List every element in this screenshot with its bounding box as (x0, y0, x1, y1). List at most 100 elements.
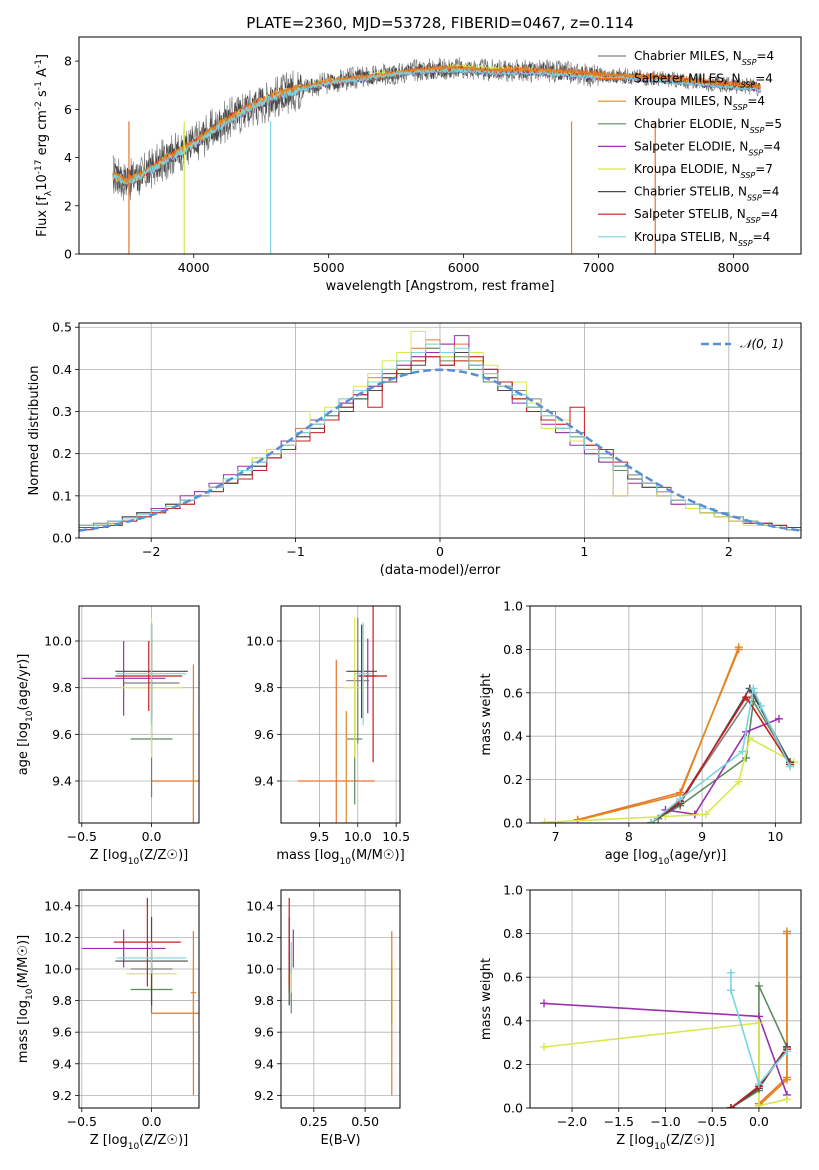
label-part: 10 (340, 857, 352, 867)
legend-label: 𝒩(0, 1) (740, 337, 784, 351)
legend-sub: SSP (741, 171, 756, 180)
y-tick-label: 6 (64, 102, 72, 117)
y-tick-label: 0.2 (503, 772, 523, 787)
y-tick-label: 10.0 (44, 634, 72, 649)
weight-marker (540, 1042, 549, 1051)
legend-nssp: =4 (763, 139, 781, 153)
x-tick-label: 8000 (718, 260, 750, 275)
legend-sub: SSP (750, 125, 765, 134)
z-mass-plot-area (81, 897, 199, 1096)
weight-marker (540, 999, 549, 1008)
weight-marker (734, 777, 743, 786)
weight-marker (786, 762, 795, 771)
legend-nssp: =4 (747, 94, 765, 108)
x-axis-label: mass [log10(M/M☉)] (276, 848, 404, 867)
spectrum-line (112, 57, 761, 201)
y-tick-label: 9.2 (254, 1088, 274, 1103)
legend-label: Salpeter ELODIE, NSSP=4 (634, 139, 781, 157)
label-part: -2 (34, 101, 44, 110)
x-tick-label: −0.5 (67, 829, 97, 844)
legend-sub: SSP (733, 103, 748, 112)
spectrum-frame (78, 36, 802, 255)
weight-line (544, 737, 795, 823)
weight-marker (782, 927, 791, 936)
label-part: s (35, 90, 50, 101)
x-tick-label: 0.0 (749, 1114, 769, 1129)
label-part: mass [ (276, 848, 319, 863)
z-age-frame (78, 605, 200, 824)
x-tick-label: 5000 (313, 260, 345, 275)
label-part: (age/yr)] (16, 654, 31, 711)
y-tick-label: 9.6 (254, 1025, 274, 1040)
label-part: Z [ (90, 848, 108, 863)
weight-marker (782, 1047, 791, 1056)
age-weight-plot-area (540, 643, 798, 823)
legend-sub: SSP (746, 216, 761, 225)
y-tick-label: 2 (64, 198, 72, 213)
label-part: (M/M☉)] (351, 848, 405, 863)
weight-line (543, 1022, 788, 1107)
legend-sub: SSP (748, 148, 763, 157)
label-part: erg cm (35, 110, 50, 159)
label-part: -1 (34, 81, 44, 90)
y-tick-label: 0.2 (503, 1057, 523, 1072)
y-tick-label: 9.8 (254, 680, 274, 695)
x-tick-label: −2.0 (557, 1114, 587, 1129)
label-part: Z [ (616, 1133, 634, 1148)
x-axis-label: (data-model)/error (380, 563, 501, 578)
weight-line (650, 695, 791, 823)
spectrum-line (112, 64, 761, 185)
y-tick-label: 0.4 (503, 729, 523, 744)
y-tick-label: 10.0 (246, 634, 274, 649)
y-tick-label: 8 (64, 54, 72, 69)
legend-name: Kroupa STELIB, N (634, 230, 738, 244)
legend-nssp: =4 (762, 185, 780, 199)
z-mass-panel: −0.5 0.09.29.49.69.810.010.210.4Z [log10(… (16, 889, 200, 1152)
y-axis-label: Normed distribution (27, 366, 42, 496)
x-tick-label: 2 (725, 544, 733, 559)
y-tick-label: 9.8 (254, 993, 274, 1008)
label-part: E(B-V) (320, 1133, 360, 1148)
x-tick-label: 8 (625, 829, 633, 844)
label-part: mass weight (479, 673, 494, 755)
x-tick-label: −0.5 (697, 1114, 727, 1129)
x-tick-label: 7 (552, 829, 560, 844)
y-tick-label: 0.3 (52, 404, 72, 419)
legend-nssp: =4 (760, 207, 778, 221)
y-tick-label: 0.8 (503, 642, 523, 657)
weight-marker (540, 818, 549, 823)
x-tick-label: 4000 (178, 260, 210, 275)
z-age-panel: −0.5 0.09.49.69.810.0Z [log10(Z/Z☉)]age [… (16, 605, 200, 867)
weight-marker (754, 981, 763, 990)
y-tick-label: 0 (64, 247, 72, 262)
weight-marker (745, 734, 754, 743)
label-part: log (108, 1133, 128, 1148)
label-part: log (16, 1000, 31, 1020)
y-tick-label: 0.4 (52, 362, 72, 377)
weight-marker (738, 747, 747, 756)
label-part: 10 (654, 1142, 666, 1152)
y-tick-label: 9.2 (52, 1088, 72, 1103)
legend-label: Salpeter MILES, NSSP=4 (634, 72, 773, 90)
spectrum-panel: 4000 5000 6000 7000 8000 0 2 4 6 8 wavelength [Ang… (34, 36, 802, 294)
x-tick-label: 0.0 (142, 1114, 162, 1129)
x-axis-label: Z [log10(Z/Z☉)] (616, 1133, 714, 1152)
x-tick-label: −2 (142, 544, 160, 559)
weight-marker (749, 684, 758, 693)
label-part: log (638, 848, 658, 863)
x-tick-label: 0.25 (300, 1114, 328, 1129)
y-axis-label: mass weight (479, 673, 494, 755)
ebv-mass-plot-area (288, 897, 393, 1096)
legend-name: Chabrier ELODIE, N (634, 117, 750, 131)
y-tick-label: 4 (64, 150, 72, 165)
label-part: Flux [f (35, 196, 50, 237)
legend-nssp: =4 (755, 72, 773, 86)
mass-age-panel: 9.5 10.0 10.5 9.4 9.6 9.8 10.0 mass [log10(M/M☉… (246, 605, 410, 867)
y-tick-label: 0.8 (503, 926, 523, 941)
y-axis-label: mass [log10(M/M☉)] (16, 935, 35, 1063)
legend-label: Chabrier MILES, NSSP=4 (634, 49, 774, 67)
label-part: mass weight (479, 958, 494, 1040)
x-axis-label: wavelength [Angstrom, rest frame] (326, 279, 555, 294)
legend-name: Salpeter STELIB, N (634, 207, 746, 221)
